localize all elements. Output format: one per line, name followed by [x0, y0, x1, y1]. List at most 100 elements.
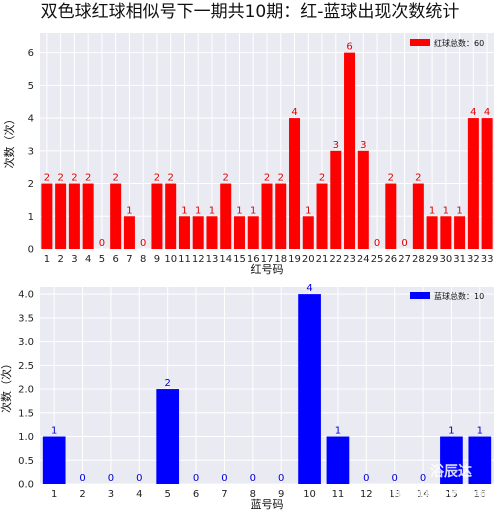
red-bar	[165, 183, 177, 249]
red-xtick-label: 5	[99, 254, 105, 265]
red-xtick-label: 1	[44, 254, 50, 265]
red-xtick-label: 7	[126, 254, 132, 265]
blue-data-label: 0	[79, 473, 85, 484]
red-bar	[454, 216, 466, 249]
red-xtick-label: 24	[357, 254, 370, 265]
blue-ytick-label: 3.0	[18, 337, 34, 348]
red-bar	[385, 183, 397, 249]
blue-bar	[440, 436, 463, 484]
red-data-label: 2	[415, 173, 421, 184]
blue-xtick-label: 15	[445, 489, 458, 500]
red-data-label: 0	[374, 238, 380, 249]
red-data-label: 1	[250, 205, 256, 216]
blue-xtick-label: 16	[473, 489, 486, 500]
blue-data-label: 1	[51, 426, 57, 437]
red-data-label: 1	[429, 205, 435, 216]
blue-xtick-label: 3	[108, 489, 114, 500]
red-xtick-label: 9	[154, 254, 160, 265]
red-data-label: 0	[401, 238, 407, 249]
red-data-label: 1	[456, 205, 462, 216]
red-xtick-label: 8	[140, 254, 146, 265]
red-bar	[481, 118, 493, 249]
red-xtick-label: 19	[288, 254, 301, 265]
red-data-label: 2	[388, 173, 394, 184]
red-bar	[206, 216, 218, 249]
red-ytick-label: 3	[28, 146, 34, 157]
red-data-label: 1	[443, 205, 449, 216]
blue-legend-swatch	[410, 292, 430, 299]
red-data-label: 4	[484, 107, 490, 118]
blue-data-label: 2	[165, 378, 171, 389]
red-data-label: 4	[470, 107, 476, 118]
red-data-label: 2	[278, 173, 284, 184]
red-bar	[467, 118, 479, 249]
blue-bar	[326, 436, 350, 484]
red-bar	[330, 150, 342, 249]
blue-xtick-label: 14	[417, 489, 430, 500]
red-data-label: 0	[99, 238, 105, 249]
watermark-text: @风字故事	[418, 484, 488, 501]
red-bar	[247, 216, 259, 249]
red-xtick-label: 22	[329, 254, 342, 265]
red-xtick-label: 27	[398, 254, 411, 265]
red-bar	[412, 183, 424, 249]
red-data-label: 1	[236, 205, 242, 216]
blue-data-label: 0	[278, 473, 284, 484]
red-data-label: 1	[209, 205, 215, 216]
red-ytick-label: 0	[28, 245, 34, 256]
red-legend-swatch	[410, 39, 430, 46]
red-xtick-label: 12	[192, 254, 205, 265]
red-bar	[357, 150, 369, 249]
red-data-label: 2	[264, 173, 270, 184]
blue-ytick-label: 2.0	[18, 385, 34, 396]
watermark-text: 知乎	[378, 484, 406, 501]
red-data-label: 2	[112, 173, 118, 184]
blue-data-label: 1	[335, 426, 341, 437]
blue-ytick-label: 1.5	[18, 408, 34, 419]
blue-xtick-label: 8	[250, 489, 256, 500]
blue-bar	[298, 294, 321, 484]
red-ytick-label: 1	[28, 212, 34, 223]
red-data-label: 1	[126, 205, 132, 216]
red-x-axis-label: 红号码	[251, 263, 284, 276]
blue-bar	[468, 436, 492, 484]
red-data-label: 2	[319, 173, 325, 184]
red-xtick-label: 20	[302, 254, 315, 265]
red-bar	[261, 183, 273, 249]
red-bar	[440, 216, 452, 249]
blue-xtick-label: 2	[79, 489, 85, 500]
red-xtick-label: 28	[412, 254, 425, 265]
red-xtick-label: 18	[274, 254, 287, 265]
red-ytick-label: 2	[28, 179, 34, 190]
blue-ytick-label: 3.5	[18, 313, 34, 324]
red-xtick-label: 4	[85, 254, 91, 265]
red-data-label: 3	[333, 140, 339, 151]
red-bar	[68, 183, 80, 249]
red-y-axis-label: 次数（次）	[2, 114, 16, 169]
blue-legend-label: 蓝球总数：10	[434, 291, 484, 301]
red-xtick-label: 6	[112, 254, 118, 265]
red-bar	[41, 183, 53, 249]
blue-xtick-label: 6	[193, 489, 199, 500]
blue-data-label: 1	[448, 426, 454, 437]
red-bar	[151, 183, 163, 249]
red-bar	[220, 183, 232, 249]
blue-y-axis-label: 次数（次）	[0, 358, 13, 413]
blue-ytick-label: 2.5	[18, 361, 34, 372]
red-data-label: 2	[57, 173, 63, 184]
red-ytick-label: 4	[28, 114, 34, 125]
red-data-label: 1	[305, 205, 311, 216]
blue-data-label: 1	[477, 426, 483, 437]
red-xtick-label: 33	[481, 254, 494, 265]
blue-xtick-label: 12	[360, 489, 373, 500]
red-xtick-label: 32	[467, 254, 480, 265]
blue-data-label: 0	[250, 473, 256, 484]
blue-bar	[42, 436, 66, 484]
red-xtick-label: 14	[219, 254, 232, 265]
red-ytick-label: 5	[28, 81, 34, 92]
blue-data-label: 0	[108, 473, 114, 484]
blue-data-label: 0	[221, 473, 227, 484]
red-xtick-label: 23	[343, 254, 356, 265]
red-data-label: 2	[85, 173, 91, 184]
red-xtick-label: 15	[233, 254, 246, 265]
